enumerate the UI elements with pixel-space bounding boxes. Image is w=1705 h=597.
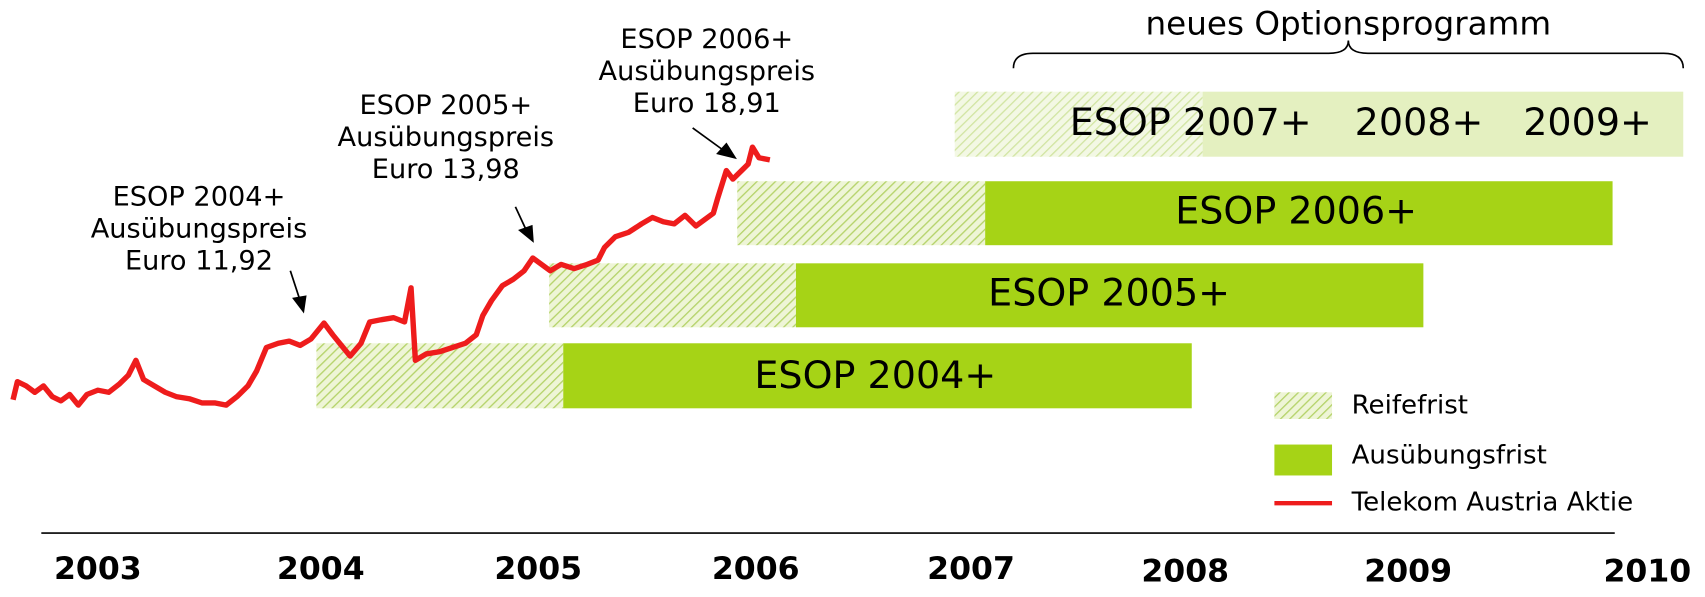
annotation-line: ESOP 2006+ xyxy=(620,24,793,55)
exercise-bar xyxy=(1202,91,1684,157)
annotation-line: ESOP 2004+ xyxy=(113,182,286,213)
legend-label: Reifefrist xyxy=(1352,391,1468,421)
stock-line xyxy=(10,144,771,408)
exercise-bar xyxy=(985,181,1613,246)
year-label: 2008 xyxy=(1141,554,1229,590)
annotation-line: Ausübungspreis xyxy=(338,122,555,153)
exercise-bar xyxy=(795,263,1424,328)
year-label: 2005 xyxy=(494,552,582,588)
bar-label: ESOP 2005+ xyxy=(988,271,1230,315)
maturity-bar xyxy=(549,263,796,328)
annotation-line: ESOP 2005+ xyxy=(359,90,532,121)
year-label: 2009 xyxy=(1364,554,1452,590)
year-label: 2006 xyxy=(712,552,800,588)
bar-label: 2008+ xyxy=(1355,100,1484,144)
annotation-line: Ausübungspreis xyxy=(91,214,308,245)
legend-swatch xyxy=(1274,444,1333,476)
year-label: 2010 xyxy=(1603,554,1691,590)
bar-label: ESOP 2007+ xyxy=(1070,100,1312,144)
bar-label: ESOP 2004+ xyxy=(754,353,996,397)
maturity-bar xyxy=(954,91,1203,157)
annotation-line: Ausübungspreis xyxy=(599,56,816,87)
year-label: 2004 xyxy=(277,552,365,588)
bar-label: ESOP 2006+ xyxy=(1175,189,1417,233)
legend-swatch xyxy=(1274,392,1333,419)
legend-label: Telekom Austria Aktie xyxy=(1351,488,1634,518)
exercise-bar xyxy=(563,343,1192,409)
year-label: 2007 xyxy=(927,552,1015,588)
heading: neues Optionsprogramm xyxy=(1146,5,1552,43)
year-label: 2003 xyxy=(54,552,142,588)
maturity-bar xyxy=(737,181,986,246)
arrows xyxy=(289,127,737,314)
bar-label: 2009+ xyxy=(1523,100,1652,144)
annotation-line: Euro 13,98 xyxy=(372,154,520,185)
legend-label: Ausübungsfrist xyxy=(1352,441,1547,471)
annotation-line: Euro 18,91 xyxy=(633,88,781,119)
brace xyxy=(1012,40,1685,69)
annotation-line: Euro 11,92 xyxy=(125,246,273,277)
